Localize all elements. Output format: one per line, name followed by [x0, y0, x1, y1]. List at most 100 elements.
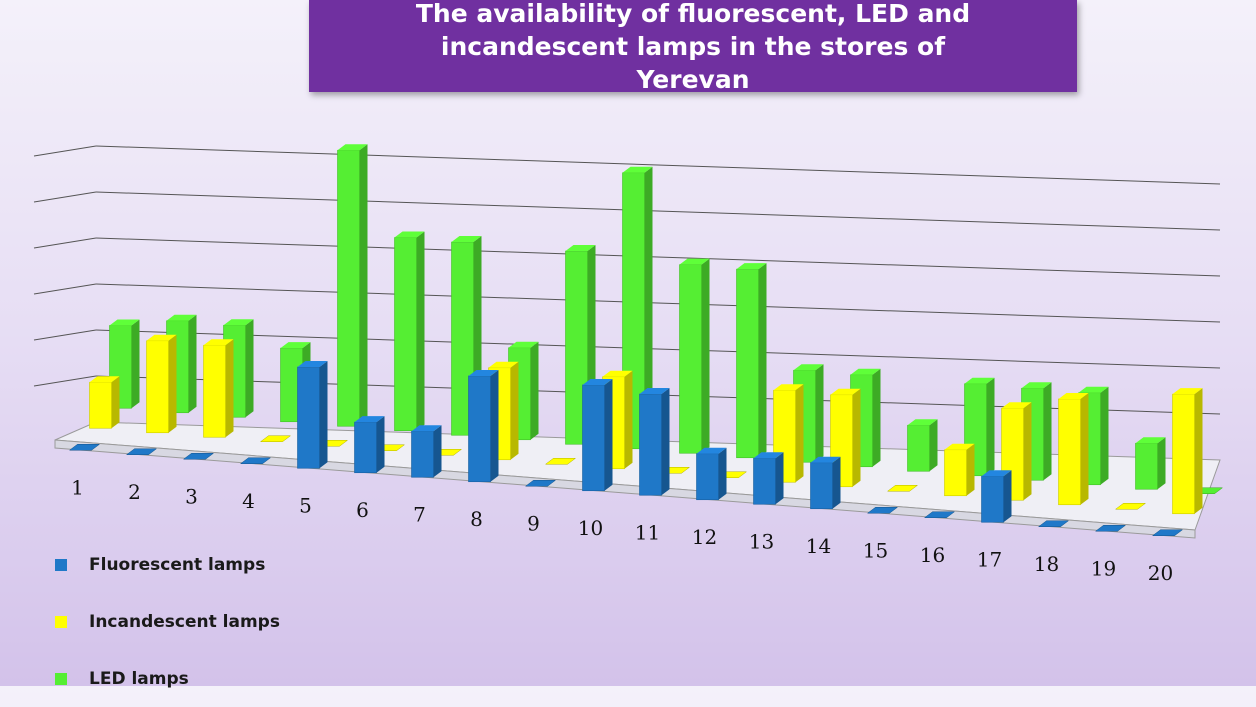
bar-fluorescent-lamps-10	[582, 384, 605, 492]
bar-top-led-lamps-17	[1021, 382, 1052, 389]
bar-led-lamps-11	[679, 264, 702, 454]
bar-side-incandescent-lamps-1	[111, 376, 120, 429]
bar-side-led-lamps-1	[131, 319, 140, 409]
bar-top-led-lamps-2	[166, 314, 197, 321]
bar-fluorescent-lamps-13	[753, 457, 776, 505]
gridline	[95, 191, 1221, 231]
bar-led-lamps-19	[1135, 442, 1158, 490]
bar-top-fluorescent-lamps-5	[297, 361, 328, 368]
bar-incandescent-lamps-2	[146, 340, 169, 434]
bar-side-incandescent-lamps-2	[168, 334, 177, 433]
bar-top-incandescent-lamps-1	[89, 376, 120, 383]
bar-fluorescent-lamps-11	[639, 393, 662, 496]
x-tick-label-10: 10	[578, 516, 603, 540]
bar-side-fluorescent-lamps-17	[1003, 470, 1012, 523]
x-tick-label-3: 3	[185, 484, 198, 508]
bar-side-fluorescent-lamps-13	[775, 452, 784, 505]
bar-side-led-lamps-11	[701, 258, 710, 454]
bar-top-incandescent-lamps-16	[944, 443, 975, 450]
bar-top-led-lamps-6	[394, 231, 425, 238]
bar-side-led-lamps-19	[1157, 437, 1166, 490]
bar-side-fluorescent-lamps-12	[718, 447, 727, 500]
legend-label-incandescent: Incandescent lamps	[89, 611, 280, 632]
bar-incandescent-lamps-16	[944, 449, 967, 497]
bar-incandescent-lamps-3	[203, 344, 226, 438]
bar-top-incandescent-lamps-2	[146, 334, 177, 341]
x-tick-label-17: 17	[977, 547, 1002, 571]
legend-label-fluorescent: Fluorescent lamps	[89, 554, 266, 575]
bar-incandescent-lamps-1	[89, 381, 112, 429]
bar-side-led-lamps-3	[245, 319, 254, 418]
bar-side-incandescent-lamps-8	[510, 361, 519, 460]
bar-top-incandescent-lamps-10	[602, 370, 633, 377]
bar-incandescent-lamps-15	[886, 485, 919, 492]
x-tick-label-8: 8	[470, 507, 483, 531]
x-tick-label-7: 7	[413, 502, 426, 526]
bar-fluorescent-lamps-3	[182, 453, 215, 460]
x-tick-label-15: 15	[863, 538, 888, 562]
bar-incandescent-lamps-18	[1058, 398, 1081, 506]
chart-area: 1 2 3 4 5 6 7 8 9 10 11 12 13 14 15 16 17 18 19 20	[33, 144, 1224, 585]
bar-fluorescent-lamps-2	[125, 448, 158, 455]
bar-top-fluorescent-lamps-13	[753, 452, 784, 459]
bar-fluorescent-lamps-18	[1037, 520, 1070, 527]
bar-top-fluorescent-lamps-11	[639, 388, 670, 395]
gridline-left	[33, 375, 97, 387]
legend-swatch-fluorescent	[55, 558, 67, 571]
bar-top-led-lamps-18	[1078, 386, 1109, 393]
bar-top-led-lamps-5	[337, 144, 368, 151]
bar-side-led-lamps-6	[416, 231, 425, 431]
bar-top-led-lamps-13	[793, 364, 824, 371]
gridline	[95, 329, 1221, 369]
bar-side-incandescent-lamps-10	[624, 370, 633, 469]
bar-fluorescent-lamps-20	[1151, 529, 1184, 536]
x-tick-label-12: 12	[692, 525, 717, 549]
x-tick-label-4: 4	[242, 489, 255, 513]
bar-fluorescent-lamps-14	[810, 462, 833, 510]
bar-top-led-lamps-12	[736, 263, 767, 270]
bar-top-led-lamps-4	[280, 342, 311, 349]
bar-top-led-lamps-9	[565, 245, 596, 252]
bar-side-incandescent-lamps-18	[1080, 392, 1089, 505]
bar-top-led-lamps-3	[223, 319, 254, 326]
x-tick-label-18: 18	[1034, 552, 1059, 576]
bar-top-led-lamps-16	[964, 377, 995, 384]
bar-fluorescent-lamps-16	[923, 511, 956, 518]
bar-side-led-lamps-14	[872, 368, 881, 467]
chart-title: The availability of fluorescent, LED and…	[415, 0, 971, 94]
bar-side-led-lamps-12	[758, 263, 767, 458]
bar-top-incandescent-lamps-3	[203, 339, 234, 346]
x-tick-label-13: 13	[749, 529, 774, 553]
bar-fluorescent-lamps-9	[524, 480, 557, 487]
legend-item-fluorescent: Fluorescent lamps	[55, 536, 280, 593]
bar-led-lamps-15	[907, 424, 930, 472]
bar-top-incandescent-lamps-20	[1172, 388, 1203, 395]
bar-fluorescent-lamps-4	[239, 457, 272, 464]
legend-swatch-incandescent	[55, 615, 67, 628]
gridline-left	[33, 145, 97, 157]
bar-fluorescent-lamps-12	[696, 453, 719, 501]
x-tick-label-9: 9	[527, 511, 540, 535]
gridline	[95, 145, 1221, 185]
bar-fluorescent-lamps-5	[297, 366, 320, 469]
bar-side-fluorescent-lamps-6	[376, 416, 385, 473]
bar-top-incandescent-lamps-17	[1001, 402, 1032, 409]
bar-incandescent-lamps-9	[544, 458, 577, 465]
bar-side-incandescent-lamps-3	[225, 339, 234, 438]
bar-side-led-lamps-2	[188, 314, 197, 413]
x-tick-label-16: 16	[920, 543, 945, 567]
x-tick-label-20: 20	[1148, 561, 1173, 585]
gridline-left	[33, 329, 97, 341]
bar-side-led-lamps-10	[644, 166, 653, 449]
gridline-left	[33, 191, 97, 203]
bar-top-led-lamps-19	[1135, 437, 1166, 444]
legend-swatch-led	[55, 672, 67, 685]
bar-fluorescent-lamps-8	[468, 375, 491, 483]
gridline	[95, 237, 1221, 277]
bar-side-led-lamps-17	[1043, 382, 1052, 481]
bar-top-led-lamps-7	[451, 236, 482, 243]
bar-side-fluorescent-lamps-11	[661, 388, 670, 496]
bar-led-lamps-12	[736, 268, 759, 459]
bar-side-incandescent-lamps-14	[852, 388, 861, 487]
x-tick-label-19: 19	[1091, 556, 1116, 580]
